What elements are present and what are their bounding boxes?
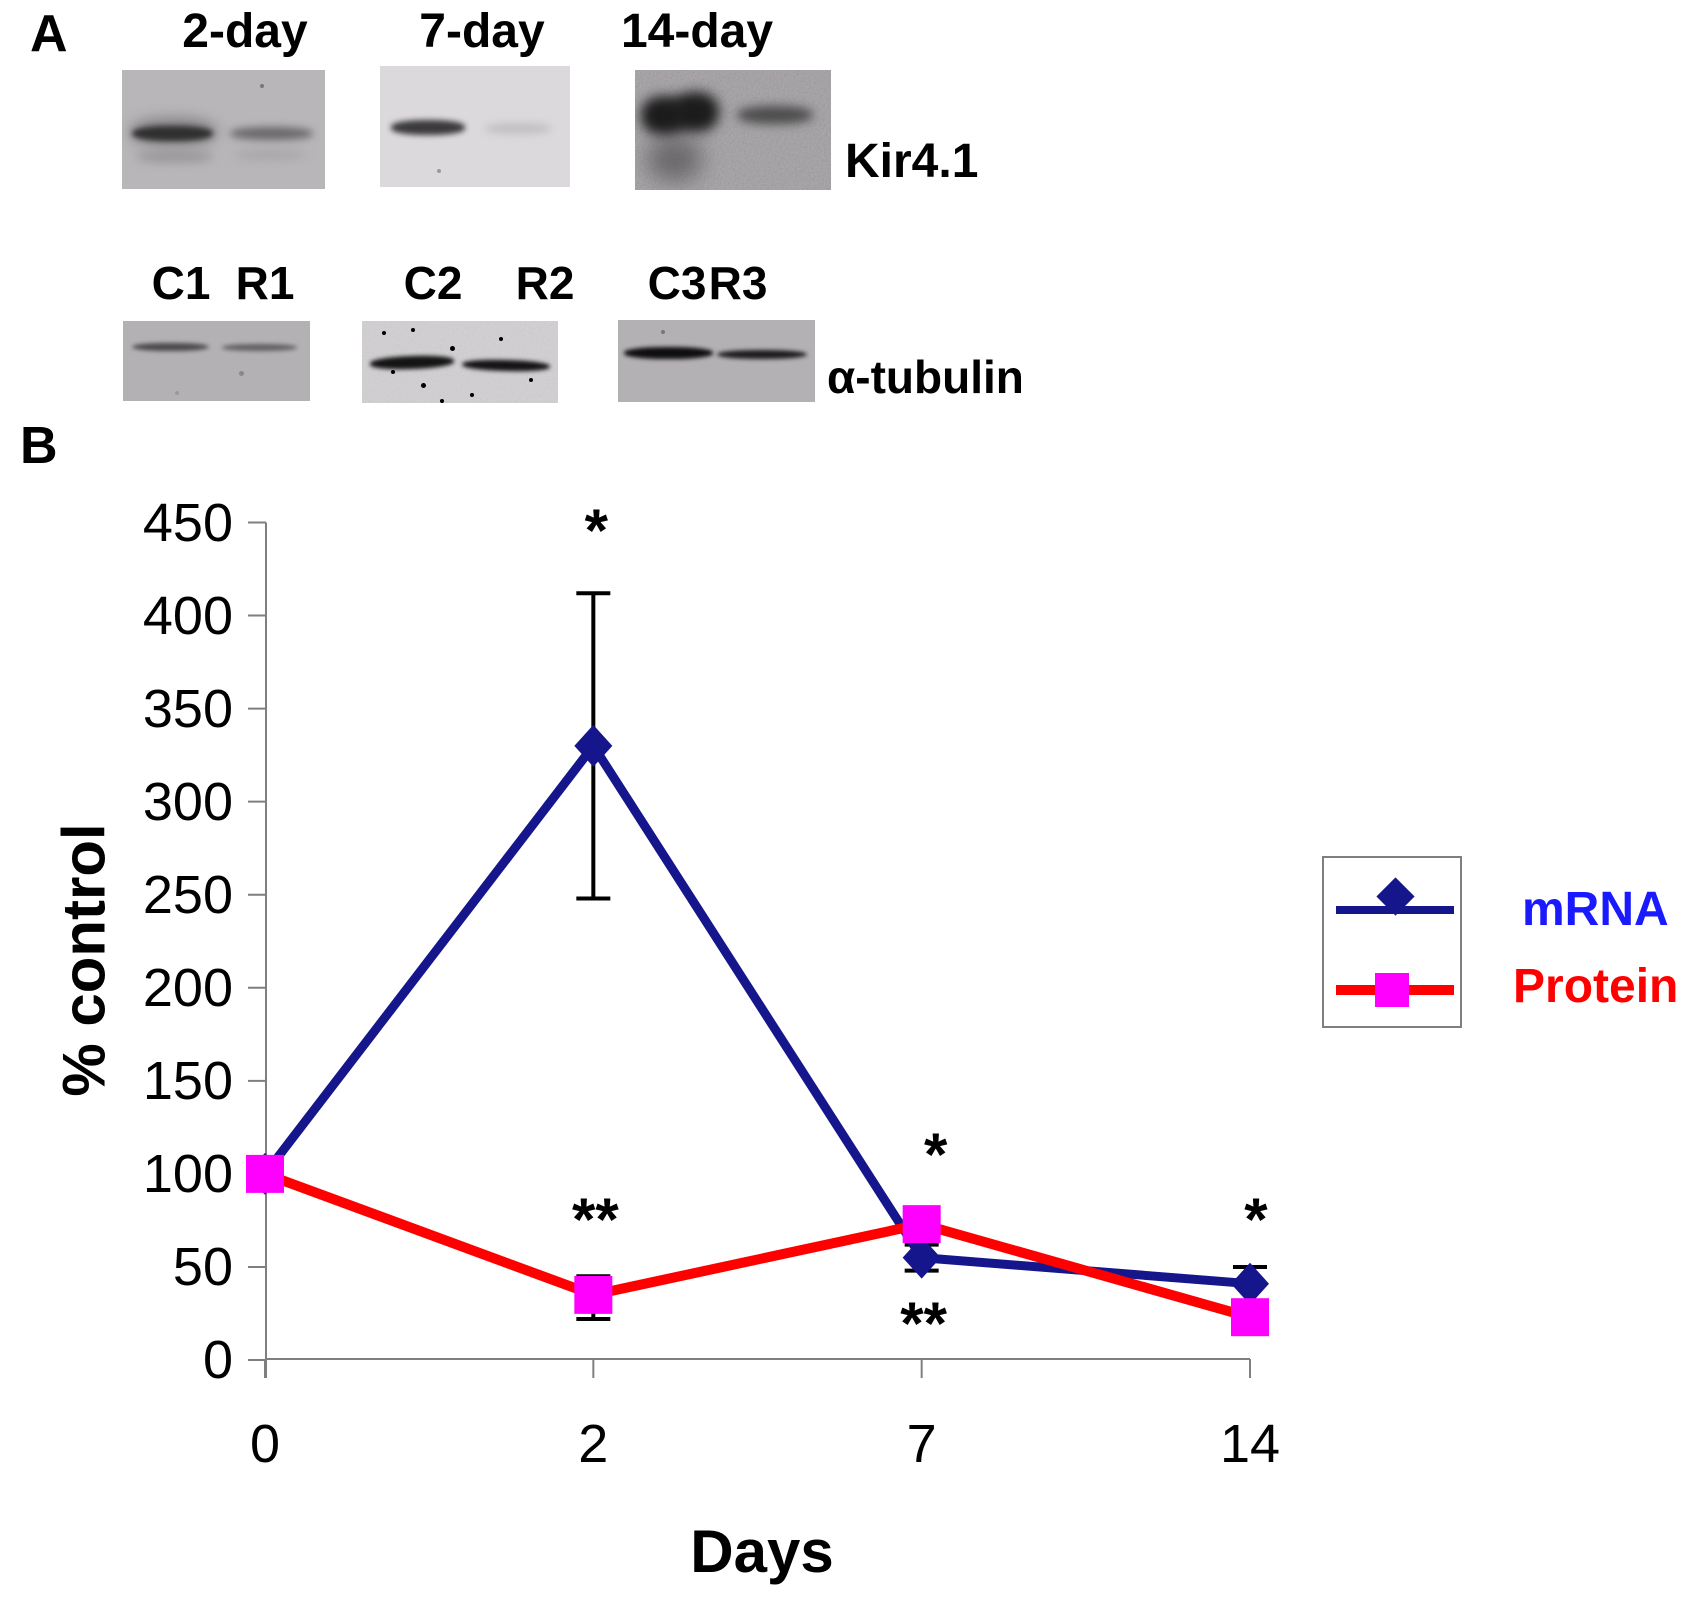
panel-a-label: A (30, 5, 68, 63)
sample-label-c2: C2 (403, 257, 463, 309)
blot-row2-name: α-tubulin (827, 351, 1024, 403)
blot-row1-name: Kir4.1 (845, 135, 979, 188)
protein-data-point (246, 1154, 284, 1193)
protein-data-point (574, 1275, 613, 1314)
sample-label-r2: R2 (515, 257, 575, 309)
x-axis-title: Days (690, 1518, 834, 1585)
timepoint-label-7day: 7-day (419, 5, 545, 58)
legend-protein-square-marker (1375, 973, 1409, 1007)
mrna-data-point (1230, 1262, 1269, 1305)
sample-label-c1: C1 (151, 257, 211, 309)
gel-blot-kir41-14day (635, 70, 831, 190)
sample-label-r1: R1 (235, 257, 295, 309)
protein-data-point (1230, 1298, 1269, 1337)
y-axis-title: % control (50, 823, 118, 1097)
gel-blot-tubulin-c2r2 (362, 321, 558, 403)
protein-line (263, 1169, 1252, 1323)
panel-b-label: B (20, 417, 58, 475)
timepoint-label-14day: 14-day (620, 5, 774, 58)
mrna-data-point (902, 1236, 941, 1279)
legend-label-protein: Protein (1513, 960, 1679, 1013)
legend-box (1322, 856, 1462, 1028)
gel-blot-kir41-2day (122, 70, 325, 189)
gel-blot-tubulin-c3r3 (618, 320, 815, 402)
protein-data-point (902, 1205, 941, 1244)
timepoint-label-2day: 2-day (182, 5, 308, 58)
sample-label-c3: C3 (647, 257, 707, 309)
gel-blot-kir41-7day (380, 66, 570, 187)
legend-label-mrna: mRNA (1522, 883, 1669, 936)
mrna-data-point (574, 724, 613, 767)
gel-blot-tubulin-c1r1 (123, 321, 310, 401)
sample-label-r3: R3 (708, 257, 768, 309)
mrna-line (261, 738, 1251, 1289)
